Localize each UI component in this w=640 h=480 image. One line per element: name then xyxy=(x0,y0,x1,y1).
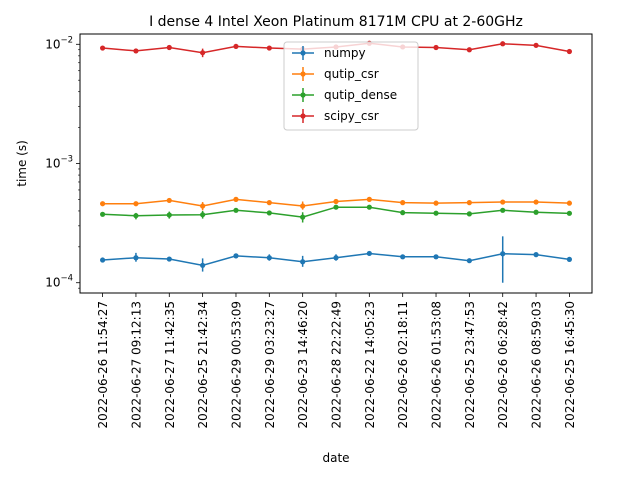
data-point xyxy=(400,200,406,206)
data-point xyxy=(333,198,339,205)
data-point xyxy=(200,212,206,218)
data-point xyxy=(533,209,539,215)
y-tick-label: 10−3 xyxy=(45,155,73,171)
data-point xyxy=(500,199,506,205)
y-axis-ticks: 10−4 10−3 10−2 xyxy=(45,35,80,290)
legend-marker xyxy=(300,92,306,98)
legend-label: qutip_dense xyxy=(324,88,397,102)
data-point xyxy=(533,199,539,205)
data-point xyxy=(133,201,139,207)
legend-entry-qutip_csr: qutip_csr xyxy=(292,67,379,81)
legend-entry-numpy: numpy xyxy=(292,46,366,60)
x-tick-label: 2022-06-29 03:23:27 xyxy=(263,301,277,428)
data-point xyxy=(433,44,439,51)
data-point xyxy=(200,50,206,56)
x-tick-label: 2022-06-22 14:05:23 xyxy=(363,301,377,428)
data-point xyxy=(433,200,439,206)
x-tick-label: 2022-06-29 00:53:09 xyxy=(229,301,243,428)
data-point xyxy=(533,252,539,258)
data-point xyxy=(133,48,139,54)
x-axis-ticks: 2022-06-26 11:54:27 2022-06-27 09:12:13 20… xyxy=(96,293,577,428)
data-point xyxy=(300,259,306,265)
y-axis-label: time (s) xyxy=(15,140,29,187)
x-tick-label: 2022-06-26 02:18:11 xyxy=(396,301,410,428)
x-tick-label: 2022-06-28 22:22:49 xyxy=(330,301,344,428)
data-point xyxy=(266,255,272,261)
x-axis-label: date xyxy=(322,451,349,465)
data-point xyxy=(133,255,139,261)
legend-label: qutip_csr xyxy=(324,67,379,81)
x-tick-label: 2022-06-25 16:45:30 xyxy=(563,301,577,428)
data-point xyxy=(366,250,372,257)
series-qutip_csr xyxy=(100,196,573,211)
data-point xyxy=(233,196,239,202)
data-point xyxy=(433,254,439,260)
data-point xyxy=(500,251,506,257)
data-point xyxy=(233,207,239,213)
data-point xyxy=(100,45,106,51)
data-point xyxy=(166,197,172,204)
data-point xyxy=(400,254,406,260)
data-point xyxy=(566,200,573,206)
data-point xyxy=(466,258,472,264)
data-point xyxy=(466,211,472,217)
x-tick-label: 2022-06-23 14:46:20 xyxy=(296,301,310,428)
data-point xyxy=(166,44,172,51)
plot-frame xyxy=(79,33,593,294)
legend-entry-qutip_dense: qutip_dense xyxy=(292,88,397,102)
y-tick-label: 10−4 xyxy=(45,274,73,290)
data-point xyxy=(233,253,239,259)
series-numpy xyxy=(100,236,573,283)
x-tick-label: 2022-06-27 11:42:35 xyxy=(163,301,177,428)
data-point xyxy=(366,204,372,210)
data-point xyxy=(300,203,306,209)
legend-entry-scipy_csr: scipy_csr xyxy=(292,109,379,123)
data-point xyxy=(166,212,172,218)
x-tick-label: 2022-06-25 21:42:34 xyxy=(196,301,210,428)
data-point xyxy=(400,210,406,216)
data-point xyxy=(333,255,339,261)
data-point xyxy=(100,257,106,263)
data-point xyxy=(166,256,172,262)
data-point xyxy=(566,48,573,55)
legend-marker xyxy=(300,113,306,119)
data-point xyxy=(233,43,239,50)
x-tick-label: 2022-06-26 01:53:08 xyxy=(430,301,444,428)
data-point xyxy=(566,210,573,216)
data-point xyxy=(300,214,306,220)
data-point xyxy=(500,207,506,213)
data-point xyxy=(100,201,106,207)
x-tick-label: 2022-06-26 08:59:03 xyxy=(530,301,544,428)
data-point xyxy=(333,204,339,210)
data-point xyxy=(566,256,573,262)
data-point xyxy=(266,200,272,206)
data-point xyxy=(466,47,472,53)
data-point xyxy=(266,45,272,51)
chart-title: I dense 4 Intel Xeon Platinum 8171M CPU … xyxy=(149,14,523,30)
legend-label: numpy xyxy=(324,46,366,60)
x-tick-label: 2022-06-27 09:12:13 xyxy=(129,301,143,428)
legend: numpy qutip_csr qutip_dense scipy_csr xyxy=(283,41,419,131)
data-point xyxy=(366,196,372,202)
data-point xyxy=(133,213,139,219)
data-point xyxy=(433,210,439,216)
data-point xyxy=(466,200,472,206)
data-point xyxy=(200,262,206,268)
legend-box xyxy=(283,41,419,131)
legend-label: scipy_csr xyxy=(324,109,379,123)
data-point xyxy=(500,41,506,47)
data-point xyxy=(100,211,106,217)
y-tick-label: 10−2 xyxy=(45,35,73,51)
data-point xyxy=(533,42,539,48)
legend-marker xyxy=(300,50,306,56)
legend-marker xyxy=(300,71,306,77)
x-tick-label: 2022-06-26 06:28:42 xyxy=(496,301,510,428)
x-tick-label: 2022-06-26 11:54:27 xyxy=(96,301,110,428)
x-tick-label: 2022-06-25 23:47:53 xyxy=(463,301,477,428)
data-point xyxy=(200,203,206,209)
series-qutip_dense xyxy=(100,204,573,223)
data-point xyxy=(266,210,272,216)
